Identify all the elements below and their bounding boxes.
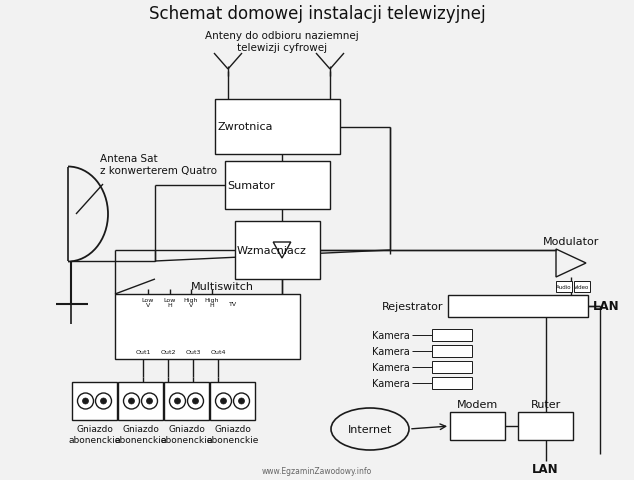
Text: Modem: Modem	[457, 399, 498, 409]
Bar	[432, 377, 472, 389]
Text: Kamera: Kamera	[372, 362, 410, 372]
Text: High
H: High H	[205, 297, 219, 308]
Text: Out2: Out2	[160, 349, 176, 354]
Text: Kamera: Kamera	[372, 330, 410, 340]
Text: Sumator: Sumator	[227, 180, 275, 191]
Text: Out1: Out1	[135, 349, 151, 354]
Text: Rejestrator: Rejestrator	[382, 301, 443, 312]
Text: Out3: Out3	[185, 349, 201, 354]
Circle shape	[129, 398, 134, 404]
Circle shape	[238, 398, 245, 404]
Bar	[225, 162, 330, 210]
Text: High
V: High V	[184, 297, 198, 308]
Text: Gniazdo
abonenckie: Gniazdo abonenckie	[206, 424, 259, 444]
Bar	[518, 412, 573, 440]
Bar	[210, 382, 255, 420]
Text: Wzmacniacz: Wzmacniacz	[237, 245, 307, 255]
Text: Gniazdo
abonenckie: Gniazdo abonenckie	[160, 424, 212, 444]
Text: Modulator: Modulator	[543, 237, 599, 247]
Text: Kamera: Kamera	[372, 378, 410, 388]
Text: Audio: Audio	[556, 285, 572, 289]
Circle shape	[101, 398, 107, 404]
Bar	[432, 329, 472, 341]
Text: Ruter: Ruter	[531, 399, 560, 409]
Text: www.EgzaminZawodowy.info: www.EgzaminZawodowy.info	[262, 467, 372, 476]
Text: Low
V: Low V	[142, 297, 154, 308]
Text: Multiswitch: Multiswitch	[191, 281, 254, 291]
Text: Video: Video	[574, 285, 590, 289]
Text: Zwrotnica: Zwrotnica	[217, 122, 273, 132]
Circle shape	[193, 398, 198, 404]
Bar	[450, 412, 505, 440]
Bar	[574, 281, 590, 292]
Text: Out4: Out4	[210, 349, 226, 354]
Text: Gniazdo
abonenckie: Gniazdo abonenckie	[114, 424, 167, 444]
Text: Internet: Internet	[348, 424, 392, 434]
Bar	[448, 295, 588, 317]
Circle shape	[174, 398, 181, 404]
Bar	[72, 382, 117, 420]
Bar	[215, 100, 340, 155]
Text: LAN: LAN	[532, 463, 559, 476]
Bar	[115, 294, 300, 359]
Circle shape	[82, 398, 89, 404]
Text: Anteny do odbioru naziemnej
telewizji cyfrowej: Anteny do odbioru naziemnej telewizji cy…	[205, 31, 359, 53]
Bar	[118, 382, 163, 420]
Bar	[235, 222, 320, 279]
Text: Gniazdo
abonenckie: Gniazdo abonenckie	[68, 424, 120, 444]
Text: TV: TV	[229, 302, 237, 307]
Text: Low
H: Low H	[164, 297, 176, 308]
Bar	[432, 345, 472, 357]
Circle shape	[146, 398, 153, 404]
Circle shape	[221, 398, 226, 404]
Text: Antena Sat
z konwerterem Quatro: Antena Sat z konwerterem Quatro	[100, 154, 217, 175]
Bar	[432, 361, 472, 373]
Bar	[556, 281, 572, 292]
Text: Kamera: Kamera	[372, 346, 410, 356]
Bar	[164, 382, 209, 420]
Text: Schemat domowej instalacji telewizyjnej: Schemat domowej instalacji telewizyjnej	[149, 5, 485, 23]
Text: LAN: LAN	[593, 300, 619, 313]
